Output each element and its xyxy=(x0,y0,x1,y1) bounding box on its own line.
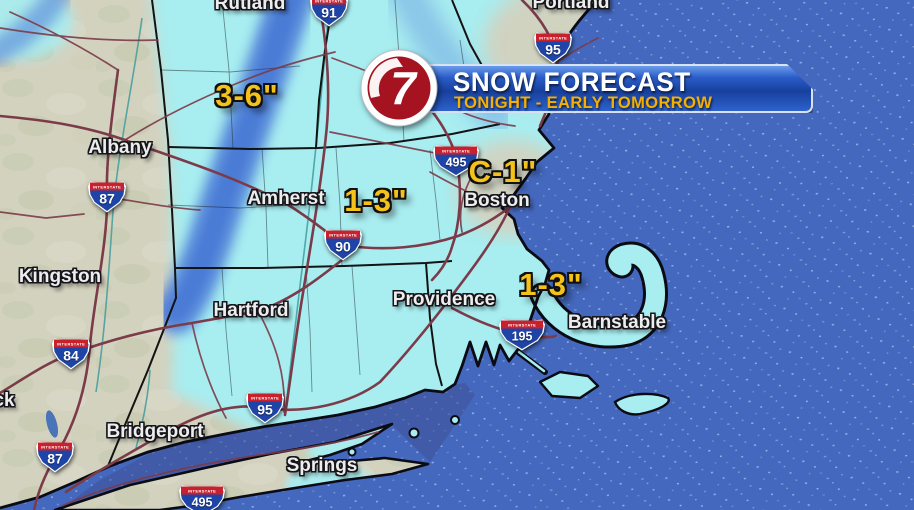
logo-swoosh xyxy=(369,58,403,98)
i90-road xyxy=(341,205,512,250)
interstate-band: INTERSTATE xyxy=(326,230,360,239)
i95-maine-shield: INTERSTATE 95 xyxy=(534,32,572,64)
interstate-band: INTERSTATE xyxy=(501,320,543,329)
i91-road xyxy=(283,0,330,417)
interstate-band: INTERSTATE xyxy=(54,339,88,348)
city-label-rutland: Rutland xyxy=(214,0,286,14)
lake xyxy=(45,410,59,438)
marthas-vineyard xyxy=(538,370,600,400)
interstate-band: INTERSTATE xyxy=(248,393,282,402)
ma-north-border xyxy=(167,123,501,150)
interstate-band: INTERSTATE xyxy=(181,486,223,495)
roads xyxy=(0,0,599,510)
i95-road xyxy=(64,205,512,494)
i84-road xyxy=(0,254,349,395)
city-label-hartford: Hartford xyxy=(213,300,289,321)
i195-shield: INTERSTATE 195 xyxy=(499,319,545,351)
city-label-barnstable: Barnstable xyxy=(567,312,667,333)
amount-label-central: 1-3" xyxy=(344,183,408,218)
hudson-river xyxy=(95,17,143,393)
city-label-albany: Albany xyxy=(88,137,152,158)
city-label-kingston: Kingston xyxy=(18,266,102,287)
city-label-springs: Springs xyxy=(286,455,358,476)
city-label-bridgeport: Bridgeport xyxy=(106,421,204,442)
city-label-boston: Boston xyxy=(464,190,530,211)
i87-south-shield: INTERSTATE 87 xyxy=(36,441,74,473)
ct-ri-border xyxy=(425,262,443,387)
interstate-band: INTERSTATE xyxy=(536,33,570,42)
logo-channel-number: 7 xyxy=(390,62,418,114)
interstate-band: INTERSTATE xyxy=(90,182,124,191)
banner-title: SNOW FORECAST xyxy=(453,66,691,98)
rivers xyxy=(95,0,331,449)
city-label-providence: Providence xyxy=(392,289,496,310)
channel-7-logo: 7 xyxy=(360,49,438,127)
nantucket xyxy=(613,392,670,416)
amount-label-northwest: 3-6" xyxy=(215,78,279,113)
interstate-band: INTERSTATE xyxy=(312,0,346,5)
small-island xyxy=(347,447,357,457)
block-island xyxy=(450,415,460,425)
i90-shield: INTERSTATE 90 xyxy=(324,229,362,261)
forecast-banner: SNOW FORECAST TONIGHT - EARLY TOMORROW xyxy=(421,64,813,113)
amount-label-boston: C-1" xyxy=(468,154,538,189)
city-label-amherst: Amherst xyxy=(247,188,325,209)
connecticut-river xyxy=(284,0,331,415)
i495-road xyxy=(425,103,462,282)
state-borders xyxy=(107,0,513,467)
i87-north-shield: INTERSTATE 87 xyxy=(88,181,126,213)
city-label-edge-partial: ck xyxy=(0,390,15,411)
i95-ct-shield: INTERSTATE 95 xyxy=(246,392,284,424)
cape-cod-and-islands xyxy=(347,241,670,457)
ma-south-border xyxy=(176,260,453,269)
i84-shield: INTERSTATE 84 xyxy=(52,338,90,370)
amount-label-southeast: 1-3" xyxy=(519,267,583,302)
interstate-band: INTERSTATE xyxy=(38,442,72,451)
interstate-band: INTERSTATE xyxy=(435,146,477,155)
i91-shield: INTERSTATE 91 xyxy=(310,0,348,27)
ny-border xyxy=(107,0,177,467)
banner-subtitle: TONIGHT - EARLY TOMORROW xyxy=(454,94,713,112)
housatonic-river xyxy=(135,369,151,449)
i495-longisland-shield: INTERSTATE 495 xyxy=(179,485,225,510)
city-label-portland: Portland xyxy=(532,0,610,13)
i495-boston-shield: INTERSTATE 495 xyxy=(433,145,479,177)
small-island xyxy=(408,427,420,439)
